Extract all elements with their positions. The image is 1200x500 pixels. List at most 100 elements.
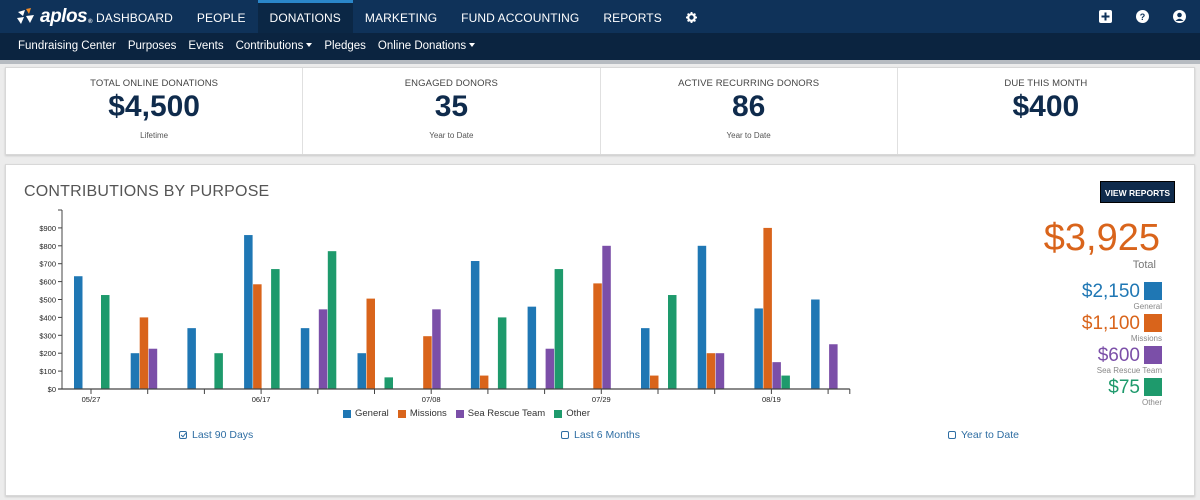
breakdown-name: General [1133, 302, 1162, 311]
nav-reports[interactable]: REPORTS [603, 11, 662, 25]
add-button[interactable] [1098, 9, 1112, 23]
caret-down-icon [469, 43, 476, 47]
breakdown-amount: $2,150 [1081, 281, 1140, 302]
legend-item-other[interactable]: Other [554, 408, 590, 419]
stat-due-this-month: DUE THIS MONTH $400 [898, 68, 1194, 154]
subnav-events[interactable]: Events [188, 40, 224, 52]
stat-value: $4,500 [108, 90, 200, 123]
bar-other [781, 375, 790, 389]
bar-missions [763, 227, 772, 389]
x-tick-label: 06/17 [252, 395, 271, 404]
nav-donations[interactable]: DONATIONS [257, 0, 353, 33]
stat-subtext: Year to Date [726, 131, 771, 140]
nav-fund-accounting[interactable]: FUND ACCOUNTING [461, 11, 580, 25]
bar-missions [139, 317, 149, 389]
range-year-to-date[interactable]: Year to Date [948, 429, 1019, 441]
y-tick-label: $200 [39, 349, 56, 358]
aplos-logo[interactable]: aplos ® [16, 6, 93, 28]
top-right-icons: ? [1098, 9, 1186, 23]
subnav-fundraising-center[interactable]: Fundraising Center [18, 40, 116, 52]
subnav-online-donations-dropdown[interactable]: Online Donations [372, 33, 481, 60]
bar-other [668, 295, 677, 389]
bar-general [470, 261, 480, 389]
stat-label: ENGAGED DONORS [404, 78, 498, 89]
bar-missions [706, 353, 716, 389]
bar-sea-rescue-team [148, 348, 158, 389]
view-reports-button[interactable]: VIEW REPORTS [1100, 181, 1175, 203]
legend-swatch [343, 409, 351, 418]
plus-square-icon [1098, 9, 1112, 23]
range-label: Year to Date [961, 429, 1019, 441]
top-nav-bar: aplos ® DASHBOARD PEOPLE DONATIONS MARKE… [0, 0, 1200, 33]
bar-general [527, 306, 537, 389]
bar-other [384, 377, 393, 389]
subnav-contributions-dropdown[interactable]: Contributions [230, 33, 319, 60]
stats-row: TOTAL ONLINE DONATIONS $4,500 Lifetime E… [5, 67, 1195, 155]
bar-sea-rescue-team [772, 362, 781, 389]
sub-nav: Fundraising Center Purposes Events Contr… [0, 33, 1200, 60]
bar-other [327, 251, 337, 389]
caret-down-icon [306, 43, 313, 47]
bar-general [811, 299, 820, 389]
breakdown-name: Sea Rescue Team [1096, 366, 1162, 375]
bar-sea-rescue-team [318, 309, 328, 389]
nav-marketing[interactable]: MARKETING [364, 11, 438, 25]
y-tick-label: $500 [39, 296, 56, 305]
x-tick-label: 07/29 [592, 395, 611, 404]
legend-label: Sea Rescue Team [467, 408, 546, 419]
subnav-pledges[interactable]: Pledges [324, 40, 366, 52]
stat-value: 35 [434, 90, 469, 123]
total-label: Total [1132, 259, 1156, 271]
bar-other [554, 269, 564, 389]
stat-subtext: Year to Date [429, 131, 474, 140]
gear-icon [685, 12, 697, 23]
help-button[interactable]: ? [1135, 9, 1149, 23]
y-tick-label: $100 [39, 367, 56, 376]
y-tick-label: $900 [39, 224, 56, 233]
legend-item-missions[interactable]: Missions [397, 408, 447, 419]
y-tick-label: $700 [39, 260, 56, 269]
bar-sea-rescue-team [602, 245, 611, 389]
bar-missions [593, 283, 602, 389]
bar-other [101, 295, 110, 389]
bar-missions [366, 298, 375, 389]
range-label: Last 90 Days [192, 429, 254, 441]
bar-missions [423, 336, 432, 389]
checkbox-icon [948, 431, 956, 439]
user-account-button[interactable] [1172, 9, 1186, 23]
range-last-6-months[interactable]: Last 6 Months [561, 429, 640, 441]
legend-item-general[interactable]: General [343, 408, 389, 419]
y-tick-label: $300 [39, 331, 56, 340]
range-last-90-days[interactable]: Last 90 Days [179, 429, 253, 441]
legend-swatch [455, 409, 464, 418]
stat-engaged-donors: ENGAGED DONORS 35 Year to Date [303, 68, 601, 154]
legend-label: Missions [409, 408, 447, 419]
stat-subtext: Lifetime [140, 131, 169, 140]
legend-swatch [554, 409, 563, 418]
bar-other [271, 269, 280, 389]
stat-active-recurring-donors: ACTIVE RECURRING DONORS 86 Year to Date [601, 68, 898, 154]
breakdown-general: $2,150 General [1032, 281, 1162, 313]
breakdown-swatch [1144, 346, 1162, 364]
subnav-purposes[interactable]: Purposes [127, 40, 177, 52]
bar-sea-rescue-team [545, 348, 555, 389]
nav-dashboard[interactable]: DASHBOARD [96, 11, 173, 25]
x-tick-label: 05/27 [82, 395, 101, 404]
bar-general [187, 328, 196, 389]
legend-item-sea-rescue-team[interactable]: Sea Rescue Team [455, 408, 546, 419]
settings-button[interactable] [674, 0, 704, 33]
user-circle-icon [1172, 9, 1186, 23]
nav-people[interactable]: PEOPLE [196, 11, 246, 25]
bar-general [74, 276, 83, 389]
y-tick-label: $0 [48, 385, 56, 394]
breakdown-amount: $600 [1097, 345, 1140, 366]
x-tick-label: 08/19 [762, 395, 781, 404]
bar-general [697, 245, 707, 389]
aplos-logo-icon [17, 8, 34, 24]
breakdown-swatch [1144, 282, 1162, 300]
legend-label: General [355, 408, 389, 419]
bar-sea-rescue-team [829, 344, 838, 389]
brand-name: aplos [40, 6, 88, 27]
y-tick-label: $600 [39, 278, 56, 287]
legend-label: Other [566, 408, 590, 419]
